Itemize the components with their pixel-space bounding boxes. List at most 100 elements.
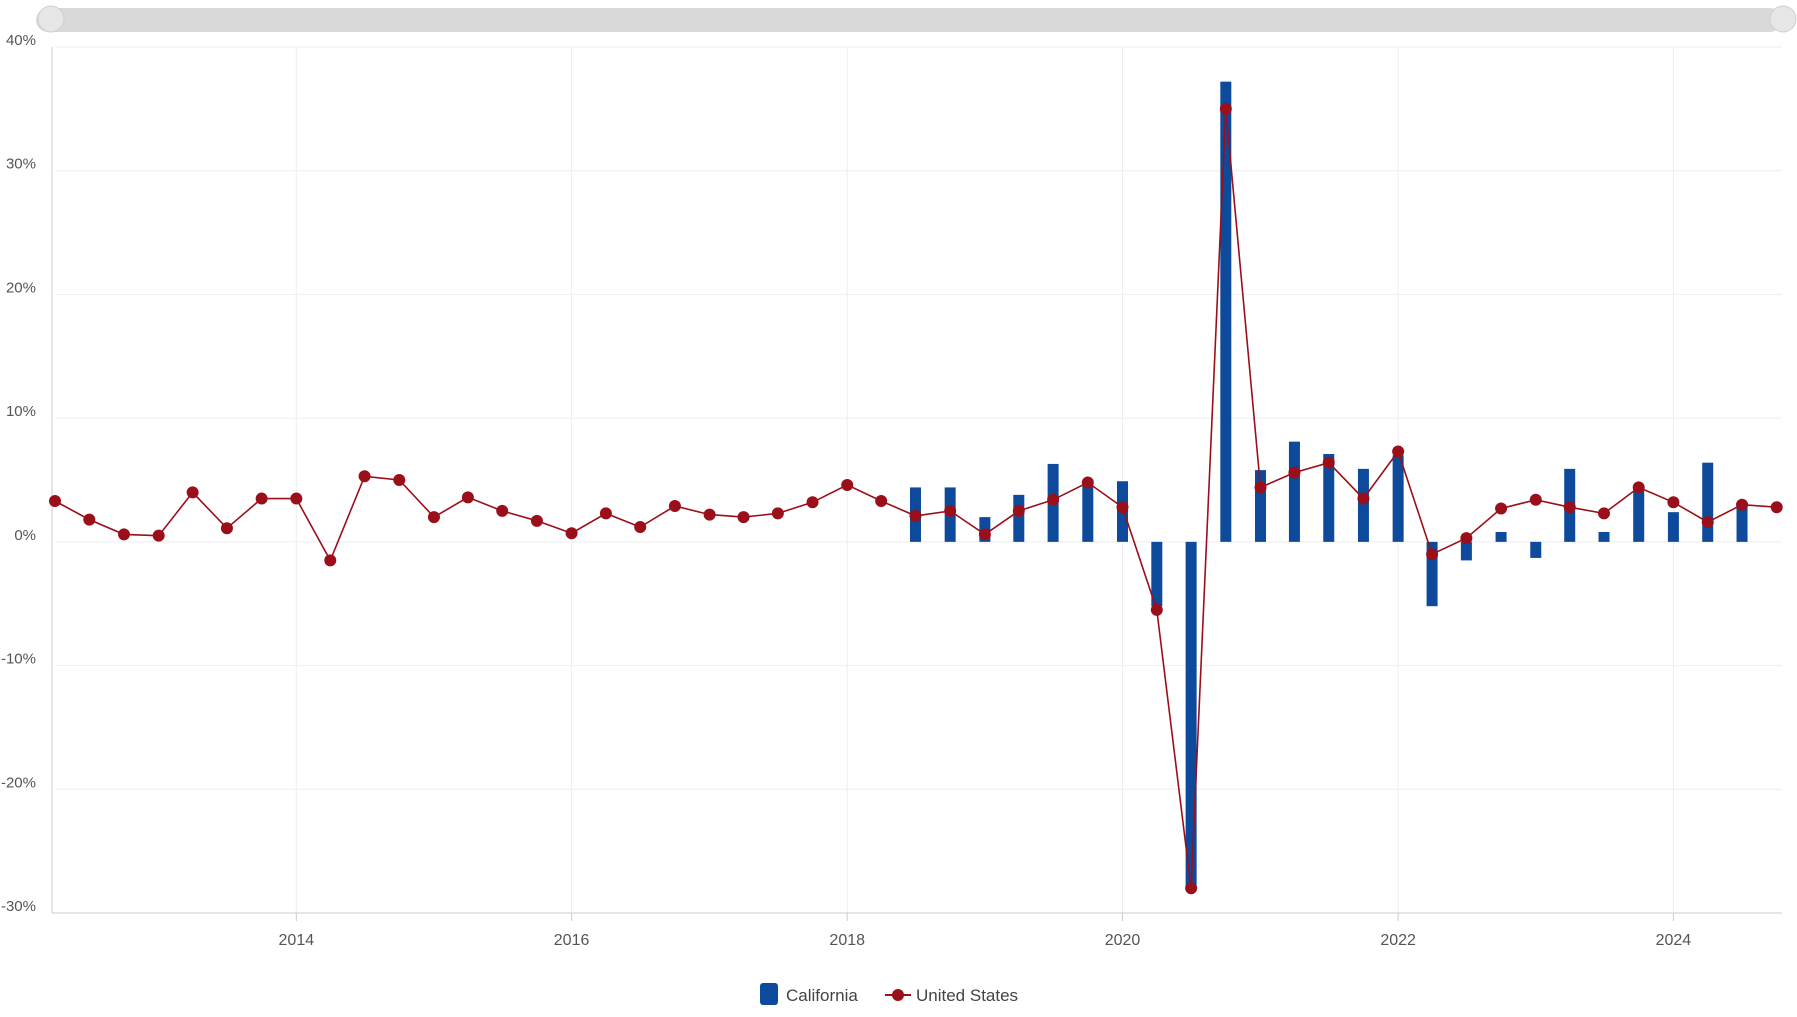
- california-bar[interactable]: [1426, 541, 1438, 607]
- united-states-point[interactable]: [427, 511, 440, 524]
- y-tick-label: -20%: [1, 774, 36, 791]
- y-tick-label: 40%: [6, 32, 36, 49]
- y-tick-label: 10%: [6, 403, 36, 420]
- grid-layer: [51, 46, 1782, 914]
- scrollbar-right-handle[interactable]: [1769, 5, 1797, 33]
- united-states-point[interactable]: [841, 478, 854, 491]
- legend-label-california: California: [786, 986, 858, 1005]
- united-states-point[interactable]: [1392, 445, 1405, 458]
- y-axis: 40% 30% 20% 10% 0% -10% -20% -30%: [1, 32, 36, 915]
- united-states-point[interactable]: [220, 522, 233, 535]
- california-bar[interactable]: [1598, 531, 1610, 542]
- united-states-point[interactable]: [1357, 492, 1370, 505]
- x-tick-label: 2024: [1656, 932, 1692, 949]
- california-bar[interactable]: [1013, 494, 1025, 542]
- x-tick-label: 2020: [1105, 932, 1141, 949]
- legend-marker-united-states: [892, 989, 904, 1001]
- united-states-point[interactable]: [358, 470, 371, 483]
- united-states-point[interactable]: [1563, 501, 1576, 514]
- united-states-point[interactable]: [1460, 532, 1473, 545]
- x-tick-label: 2022: [1380, 932, 1416, 949]
- united-states-point[interactable]: [1736, 498, 1749, 511]
- legend-swatch-california: [760, 983, 778, 1005]
- united-states-point[interactable]: [703, 508, 716, 521]
- california-bar[interactable]: [1702, 462, 1714, 542]
- united-states-point[interactable]: [1047, 493, 1060, 506]
- y-tick-label: -10%: [1, 651, 36, 668]
- united-states-point[interactable]: [186, 486, 199, 499]
- united-states-point[interactable]: [83, 513, 96, 526]
- united-states-point[interactable]: [1150, 603, 1163, 616]
- united-states-point[interactable]: [1426, 548, 1439, 561]
- x-tick-label: 2016: [554, 932, 590, 949]
- united-states-point[interactable]: [1495, 502, 1508, 515]
- united-states-point[interactable]: [1116, 501, 1129, 514]
- united-states-point[interactable]: [1770, 501, 1783, 514]
- united-states-point[interactable]: [324, 554, 337, 567]
- united-states-point[interactable]: [944, 504, 957, 517]
- california-bar[interactable]: [1495, 531, 1507, 542]
- california-bar[interactable]: [1357, 468, 1369, 542]
- united-states-point[interactable]: [565, 527, 578, 540]
- scrollbar-track[interactable]: [36, 8, 1782, 32]
- united-states-point[interactable]: [290, 492, 303, 505]
- x-tick-label: 2014: [279, 932, 315, 949]
- california-bar[interactable]: [1392, 455, 1404, 542]
- y-tick-label: 30%: [6, 156, 36, 173]
- united-states-point[interactable]: [1012, 504, 1025, 517]
- united-states-point[interactable]: [530, 514, 543, 527]
- united-states-point[interactable]: [1081, 476, 1094, 489]
- united-states-point[interactable]: [771, 507, 784, 520]
- california-bar[interactable]: [1151, 541, 1163, 607]
- legend-item-california[interactable]: California: [760, 983, 858, 1005]
- united-states-point[interactable]: [1254, 481, 1267, 494]
- united-states-point[interactable]: [668, 499, 681, 512]
- california-bar[interactable]: [1460, 541, 1472, 561]
- united-states-point[interactable]: [1529, 493, 1542, 506]
- legend-item-united-states[interactable]: United States: [885, 986, 1018, 1005]
- united-states-point[interactable]: [1288, 466, 1301, 479]
- x-axis: 2014 2016 2018 2020 2022 2024: [279, 913, 1692, 949]
- united-states-point[interactable]: [1598, 507, 1611, 520]
- california-bar[interactable]: [1530, 541, 1542, 558]
- y-tick-label: -30%: [1, 898, 36, 915]
- united-states-point[interactable]: [1185, 882, 1198, 895]
- united-states-point[interactable]: [118, 528, 131, 541]
- united-states-point[interactable]: [49, 495, 61, 508]
- x-tick-label: 2018: [829, 932, 865, 949]
- california-bar[interactable]: [1323, 454, 1335, 542]
- california-bar[interactable]: [1736, 502, 1748, 542]
- california-bar[interactable]: [1185, 541, 1197, 891]
- united-states-point[interactable]: [1701, 516, 1714, 529]
- scrollbar-left-handle[interactable]: [37, 5, 65, 33]
- range-scrollbar[interactable]: [36, 5, 1797, 33]
- united-states-point[interactable]: [393, 474, 406, 486]
- california-bar[interactable]: [1220, 81, 1232, 542]
- united-states-point[interactable]: [1632, 481, 1645, 494]
- california-bar[interactable]: [1255, 470, 1267, 542]
- united-states-point[interactable]: [909, 509, 922, 522]
- united-states-point[interactable]: [461, 491, 474, 504]
- legend-label-united-states: United States: [916, 986, 1018, 1005]
- united-states-point[interactable]: [1219, 102, 1232, 115]
- united-states-point[interactable]: [634, 521, 647, 534]
- california-bar[interactable]: [1288, 441, 1300, 542]
- united-states-point[interactable]: [875, 495, 888, 508]
- california-bar[interactable]: [1633, 487, 1645, 542]
- legend: California United States: [760, 983, 1018, 1005]
- california-bar[interactable]: [1667, 512, 1679, 542]
- united-states-point[interactable]: [1322, 456, 1335, 469]
- california-bar[interactable]: [1082, 484, 1094, 542]
- y-tick-label: 0%: [14, 527, 36, 544]
- united-states-point[interactable]: [255, 492, 268, 505]
- y-tick-label: 20%: [6, 279, 36, 296]
- united-states-point[interactable]: [496, 504, 509, 517]
- united-states-point[interactable]: [1667, 496, 1680, 509]
- united-states-point[interactable]: [599, 507, 612, 520]
- united-states-point[interactable]: [978, 528, 991, 541]
- united-states-point[interactable]: [152, 529, 165, 542]
- united-states-point[interactable]: [737, 511, 750, 524]
- united-states-point[interactable]: [806, 496, 819, 509]
